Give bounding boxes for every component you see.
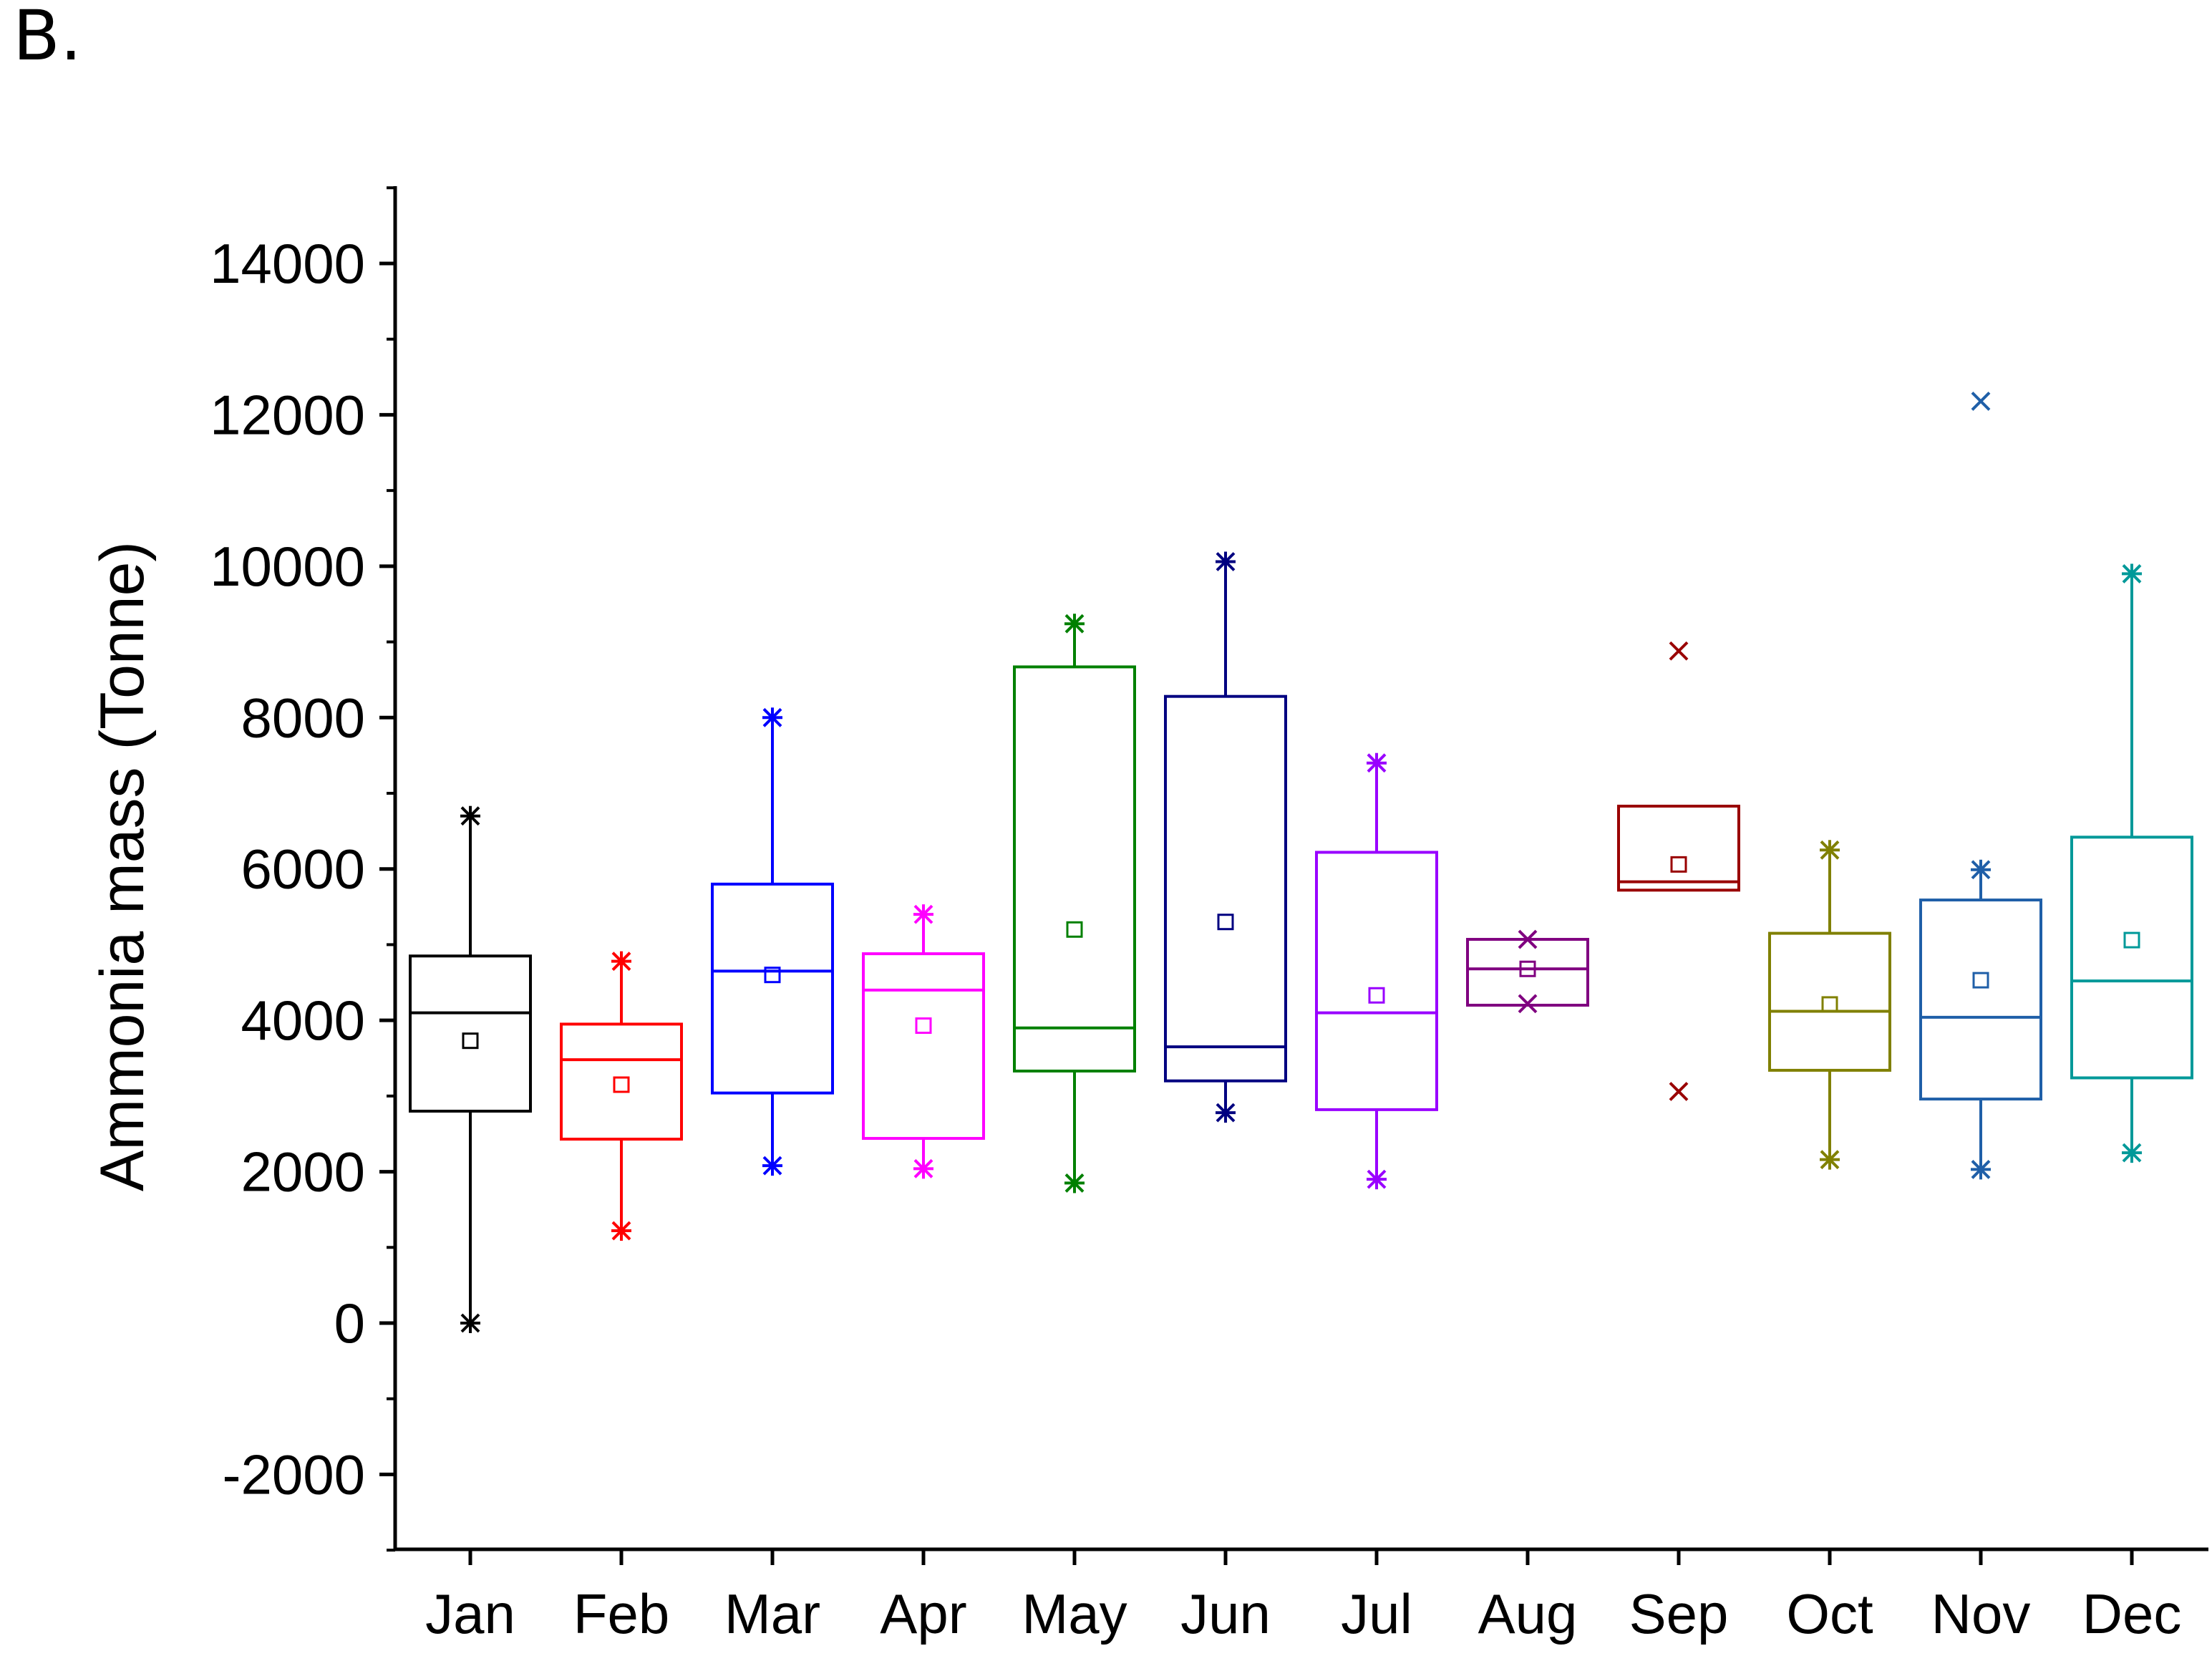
y-tick-label: 0 [334,1292,365,1355]
mean-marker [1972,972,1989,989]
box-aug [1466,929,1589,1014]
y-tick-label: 6000 [241,838,365,901]
box-nov [1919,391,2042,1180]
iqr-box [862,952,985,1141]
box-apr [862,904,985,1179]
mean-marker [1670,856,1687,873]
whisker-end-marker [2122,1143,2142,1163]
x-tick-label: Sep [1629,1582,1729,1645]
mean-marker [764,967,781,984]
iqr-box [711,882,834,1095]
whisker-end-marker [1367,752,1387,773]
whisker-end-marker [1216,551,1236,572]
y-tick-label: -2000 [223,1443,366,1506]
labels-layer: -2000 0 2000 4000 6000 8000 10000 12000 14000 Jan… [210,232,2181,1645]
mean-marker [462,1032,479,1050]
box-dec [2070,563,2193,1163]
panel-label: B. [13,0,82,76]
whisker-end-marker [1971,859,1991,880]
x-tick-label: Jul [1341,1582,1412,1645]
box-may [1013,614,1136,1193]
y-axis-title: Ammonia mass (Tonne) [88,541,157,1191]
whisker-end-marker [1820,840,1840,861]
box-mar [711,707,834,1176]
whisker-end-marker [1367,1169,1387,1190]
iqr-box [1315,851,1438,1111]
box-feb [560,951,683,1241]
iqr-box [560,1022,683,1141]
whisker-end-marker [611,1221,631,1241]
box-jan [409,805,532,1333]
box-sep [1617,641,1740,1101]
whisker-end-marker [762,1156,782,1176]
x-tick-label: Dec [2082,1582,2182,1645]
x-tick-label: Nov [1931,1582,2031,1645]
max-marker [1669,641,1689,661]
x-tick-label: Mar [724,1582,820,1645]
whisker-end-marker [2122,563,2142,584]
mean-marker [1066,921,1083,938]
y-tick-label: 4000 [241,989,365,1052]
whisker-end-marker [460,805,480,826]
iqr-box [1768,931,1891,1072]
y-tick-label: 2000 [241,1141,365,1204]
mean-marker [1519,960,1536,977]
mean-marker [1368,987,1385,1004]
min-marker [1669,1082,1689,1101]
mean-marker [1821,996,1838,1013]
axes-layer [379,186,2208,1565]
whisker-end-marker [913,904,933,925]
iqr-box [1617,804,1740,892]
x-tick-label: Aug [1478,1582,1578,1645]
mean-marker [915,1017,932,1035]
box-jul [1315,752,1438,1190]
x-tick-label: Feb [573,1582,669,1645]
max-marker [1518,929,1538,949]
x-tick-label: Apr [880,1582,966,1645]
y-tick-label: 14000 [210,232,365,295]
min-marker [1518,994,1538,1014]
mean-marker [613,1076,630,1093]
x-tick-label: Oct [1786,1582,1873,1645]
iqr-box [1013,665,1136,1072]
box-oct [1768,840,1891,1170]
whisker-end-marker [1820,1149,1840,1170]
whisker-end-marker [1064,1173,1085,1193]
mean-marker [1217,914,1234,931]
whisker-end-marker [611,951,631,972]
outlier-marker [1971,391,1991,411]
y-tick-label: 8000 [241,686,365,749]
boxes-layer [409,391,2193,1333]
whisker-end-marker [1216,1103,1236,1123]
whisker-end-marker [460,1313,480,1333]
iqr-box [1919,899,2042,1101]
x-tick-label: Jun [1180,1582,1271,1645]
whisker-end-marker [1064,614,1085,634]
x-tick-label: Jan [425,1582,515,1645]
box-jun [1164,551,1287,1123]
whisker-end-marker [762,707,782,728]
iqr-box [1164,694,1287,1083]
whisker-end-marker [913,1158,933,1179]
y-tick-label: 10000 [210,535,365,598]
iqr-box [2070,836,2193,1080]
iqr-box [1466,938,1589,1007]
mean-marker [2123,931,2140,949]
y-tick-label: 12000 [210,383,365,446]
x-tick-label: May [1022,1582,1127,1645]
iqr-box [409,954,532,1113]
whisker-end-marker [1971,1159,1991,1180]
